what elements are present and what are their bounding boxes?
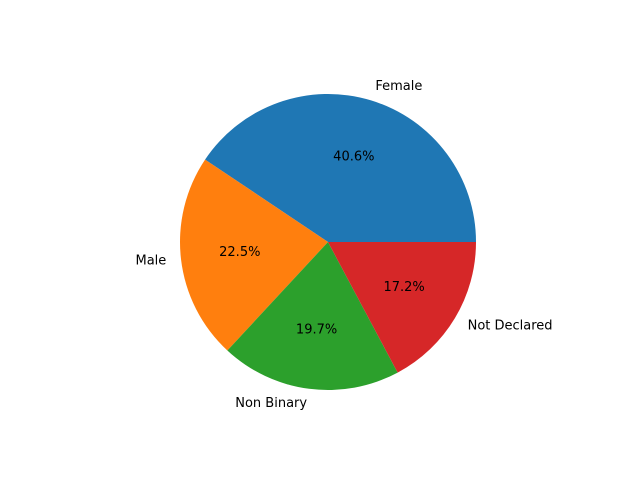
- pie-slice-non-binary: [227, 242, 398, 390]
- slice-label-non-binary: Non Binary: [235, 396, 307, 411]
- slice-label-female: Female: [375, 79, 422, 94]
- slice-percent-female: 40.6%: [333, 150, 374, 165]
- slice-percent-non-binary: 19.7%: [296, 323, 337, 338]
- slice-percent-male: 22.5%: [219, 245, 260, 260]
- pie-slice-male: [179, 159, 328, 351]
- slice-label-male: Male: [136, 253, 167, 268]
- slice-label-not-declared: Not Declared: [468, 318, 553, 333]
- pie-slice-female: [205, 93, 476, 242]
- pie-labels: Female 40.6% Male 22.5% Non Binary 19.7% Not D…: [136, 79, 553, 411]
- slice-percent-not-declared: 17.2%: [383, 280, 424, 295]
- pie-slices: [179, 93, 476, 390]
- pie-slice-not-declared: [328, 242, 476, 373]
